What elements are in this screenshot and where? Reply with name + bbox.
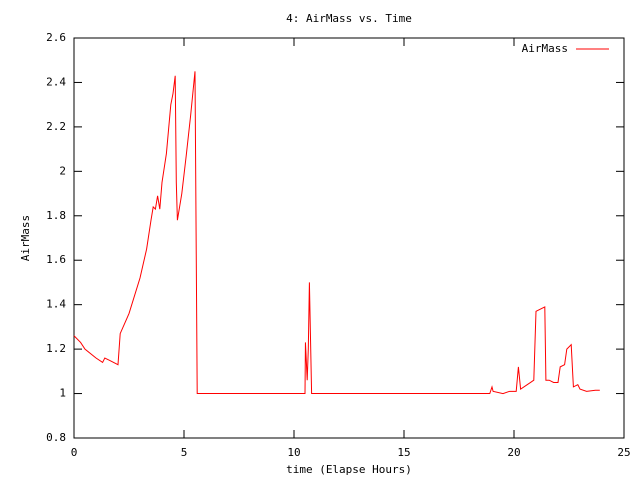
y-axis-label: AirMass <box>19 215 32 261</box>
y-tick-label: 1.8 <box>46 209 66 222</box>
y-tick-label: 2.2 <box>46 120 66 133</box>
x-tick-label: 0 <box>71 446 78 459</box>
y-tick-label: 2 <box>59 164 66 177</box>
x-tick-label: 10 <box>287 446 300 459</box>
y-tick-label: 1 <box>59 387 66 400</box>
y-tick-label: 2.6 <box>46 31 66 44</box>
y-tick-label: 1.4 <box>46 298 66 311</box>
chart-title: 4: AirMass vs. Time <box>286 12 412 25</box>
legend-label: AirMass <box>522 42 568 55</box>
x-tick-label: 20 <box>507 446 520 459</box>
x-tick-label: 5 <box>181 446 188 459</box>
y-tick-label: 1.6 <box>46 253 66 266</box>
plot-border <box>73 37 625 439</box>
y-tick-label: 0.8 <box>46 431 66 444</box>
x-tick-label: 25 <box>617 446 630 459</box>
x-tick-label: 15 <box>397 446 410 459</box>
y-tick-label: 2.4 <box>46 75 66 88</box>
x-axis-label: time (Elapse Hours) <box>286 463 412 476</box>
y-tick-label: 1.2 <box>46 342 66 355</box>
data-line <box>73 71 600 395</box>
